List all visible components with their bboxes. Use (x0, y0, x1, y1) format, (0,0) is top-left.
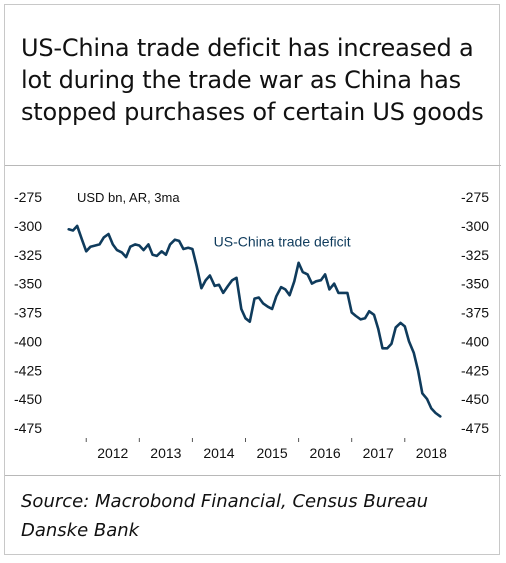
y-tick-label-left: -400 (14, 333, 42, 349)
x-axis: 2012 2013 2014 2015 2016 2017 2018 (85, 438, 447, 461)
y-tick-label-right: -350 (461, 276, 489, 292)
y-tick-label-left: -450 (14, 391, 42, 407)
x-tick-label: 2017 (363, 445, 394, 461)
source-divider (5, 475, 501, 476)
y-tick-label-left: -475 (14, 420, 42, 436)
series-annotation: US-China trade deficit (214, 234, 351, 250)
y-tick-label-left: -350 (14, 276, 42, 292)
x-tick-label: 2012 (97, 445, 128, 461)
x-tick-label: 2013 (150, 445, 181, 461)
y-axis-right: -275 -300 -325 -350 -375 -400 -425 -450 -475 (461, 189, 489, 436)
y-tick-label-right: -375 (461, 305, 489, 321)
y-tick-label-left: -300 (14, 218, 42, 234)
y-tick-label-right: -325 (461, 247, 489, 263)
y-tick-label-left: -375 (14, 305, 42, 321)
x-tick-label: 2015 (256, 445, 287, 461)
series-line-us-china-trade-deficit (67, 224, 442, 418)
y-tick-label-right: -400 (461, 333, 489, 349)
x-tick-label: 2014 (203, 445, 234, 461)
y-tick-label-right: -425 (461, 362, 489, 378)
source-note: Source: Macrobond Financial, Census Bure… (21, 491, 429, 541)
y-tick-label-left: -275 (14, 189, 42, 205)
y-tick-label-left: -325 (14, 247, 42, 263)
line-chart: -275 -300 -325 -350 -375 -400 -425 -450 -475 -27… (14, 189, 489, 461)
y-tick-label-left: -425 (14, 362, 42, 378)
chart-title: US-China trade deficit has increased a l… (21, 34, 484, 126)
x-tick-label: 2016 (310, 445, 341, 461)
unit-label: USD bn, AR, 3ma (77, 190, 180, 205)
y-tick-label-right: -275 (461, 189, 489, 205)
chart-card: US-China trade deficit has increased a l… (4, 4, 501, 555)
y-axis-left: -275 -300 -325 -350 -375 -400 -425 -450 -475 (14, 189, 42, 436)
annotations: US-China trade deficit (214, 234, 351, 250)
y-tick-label-right: -475 (461, 420, 489, 436)
x-tick-label: 2018 (416, 445, 447, 461)
title-divider (5, 165, 501, 166)
y-tick-label-right: -300 (461, 218, 489, 234)
y-tick-label-right: -450 (461, 391, 489, 407)
